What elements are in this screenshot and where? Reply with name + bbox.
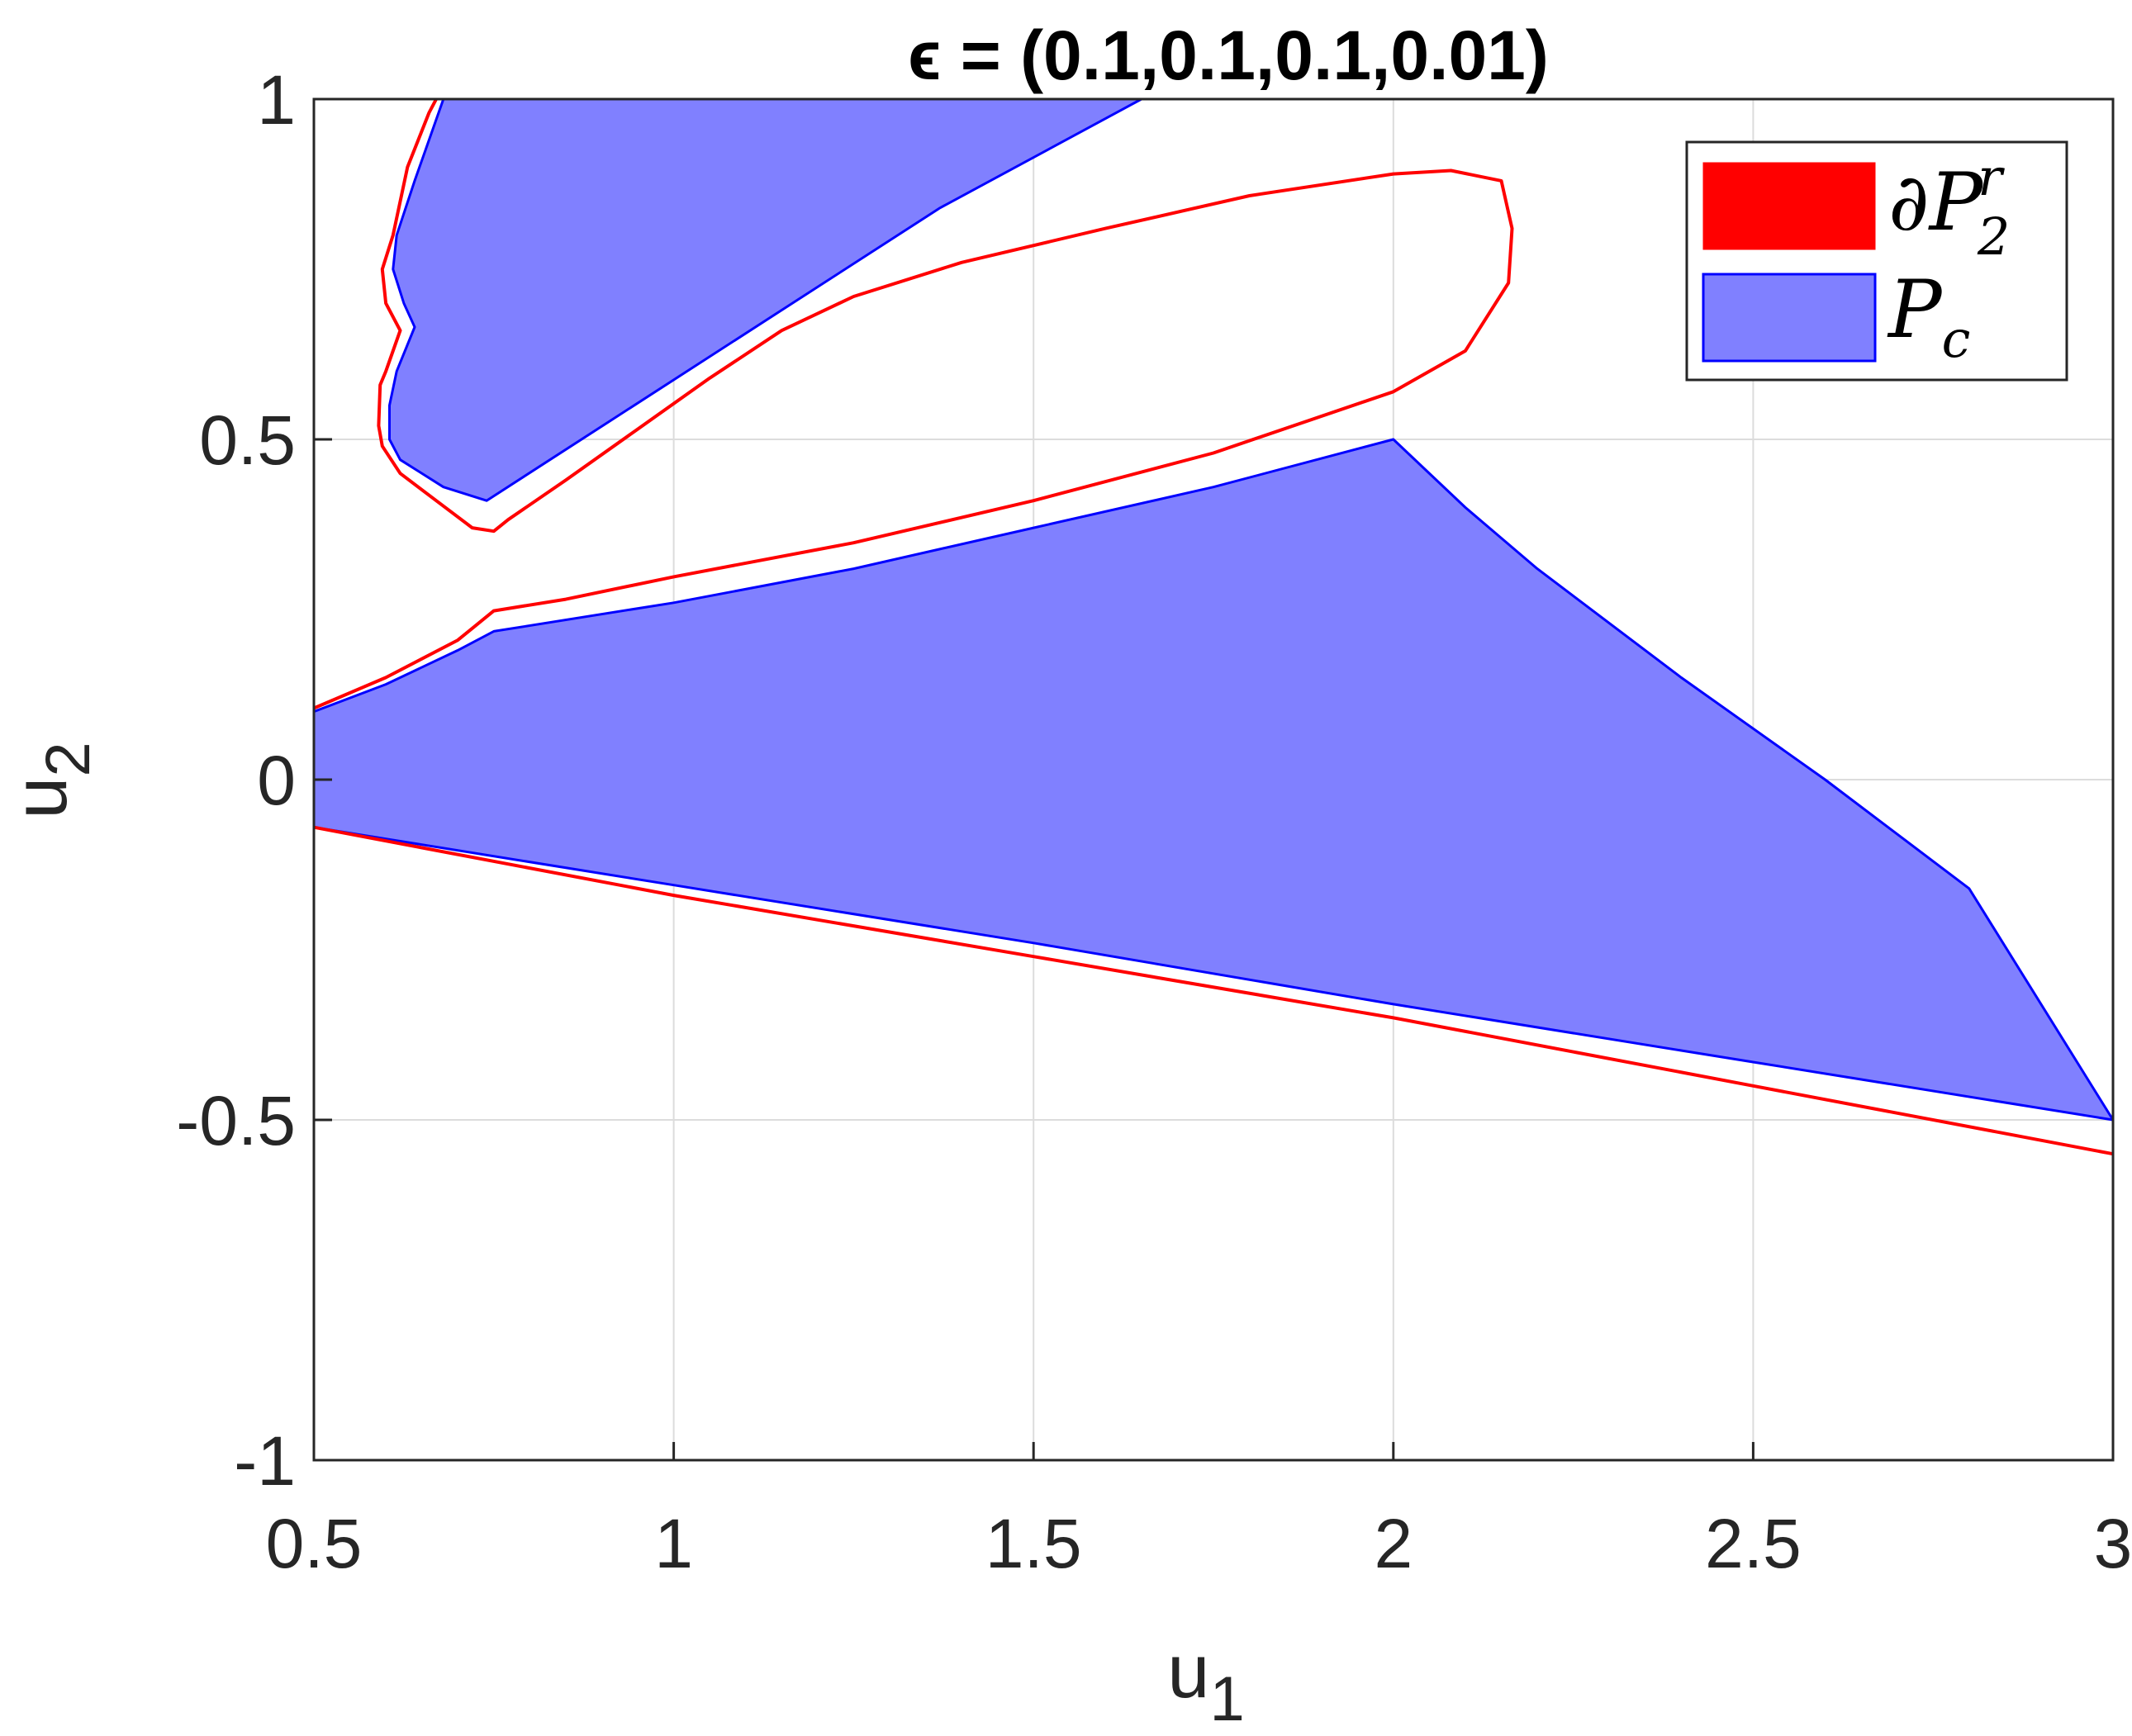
y-tick-label: -0.5 <box>176 1082 296 1160</box>
legend-label-boundary-superscript: r <box>1978 147 2005 207</box>
x-tick-marks: 0.5 1 1.5 2 2.5 3 <box>266 1442 2132 1582</box>
y-axis-label: u2 <box>0 742 103 818</box>
y-tick-marks: -1 -0.5 0 0.5 1 <box>176 61 332 1500</box>
region-polygon <box>312 438 2115 1122</box>
boundary-curves <box>313 98 2114 1156</box>
x-tick-label: 0.5 <box>266 1505 363 1582</box>
legend-swatch-boundary <box>1702 162 1876 250</box>
x-axis-label: u1 <box>1167 1629 1244 1734</box>
regions <box>312 97 2115 1122</box>
x-tick-label: 2.5 <box>1705 1505 1802 1582</box>
boundary-curve <box>313 825 2114 1156</box>
legend-label-boundary: ∂Pr 2 <box>1888 147 2010 267</box>
legend-swatch-region <box>1702 273 1877 363</box>
x-tick-label: 2 <box>1374 1505 1413 1582</box>
legend-label-region-base: P <box>1887 263 1943 356</box>
x-tick-label: 1 <box>654 1505 693 1582</box>
legend-label-region-subscript: c <box>1942 309 1971 369</box>
legend-label-boundary-subscript: 2 <box>1977 206 2010 267</box>
boundary-curve <box>313 98 1514 710</box>
chart-title: ϵ = (0.1,0.1,0.1,0.01) <box>908 17 1549 94</box>
legend: ∂Pr 2 Pc <box>1685 140 2068 382</box>
y-tick-label: 0.5 <box>199 401 296 479</box>
x-tick-label: 1.5 <box>985 1505 1082 1582</box>
region-polygon <box>388 97 1143 502</box>
y-axis-label-main: u <box>0 777 83 819</box>
y-tick-label: 0 <box>257 742 296 819</box>
y-axis-label-subscript: 2 <box>33 742 103 776</box>
x-tick-label: 3 <box>2094 1505 2132 1582</box>
x-axis-label-main: u <box>1167 1629 1209 1714</box>
legend-label-region: Pc <box>1887 263 1970 369</box>
y-tick-label: 1 <box>257 61 296 139</box>
y-tick-label: -1 <box>234 1422 296 1500</box>
legend-label-boundary-base: ∂P <box>1888 156 1984 249</box>
x-axis-label-subscript: 1 <box>1209 1664 1244 1734</box>
